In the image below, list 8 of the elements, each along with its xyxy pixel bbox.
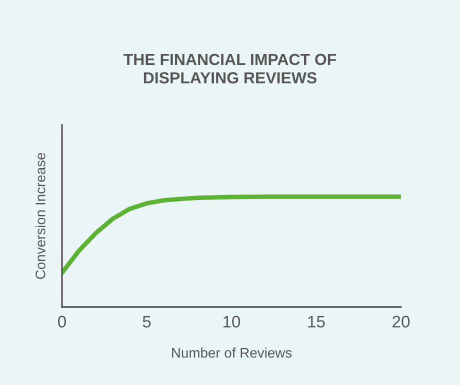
x-tick-label: 10: [224, 316, 240, 328]
x-tick-label: 15: [308, 316, 325, 328]
x-axis-title: Number of Reviews: [172, 348, 292, 358]
x-tick-label: 20: [392, 316, 410, 328]
x-tick-label: 0: [58, 316, 66, 328]
x-tick-label: 5: [142, 316, 151, 328]
y-axis-title: Conversion Increase: [35, 152, 46, 279]
chart-title: THE FINANCIAL IMPACT OF DISPLAYING REVIEWS: [124, 54, 336, 84]
